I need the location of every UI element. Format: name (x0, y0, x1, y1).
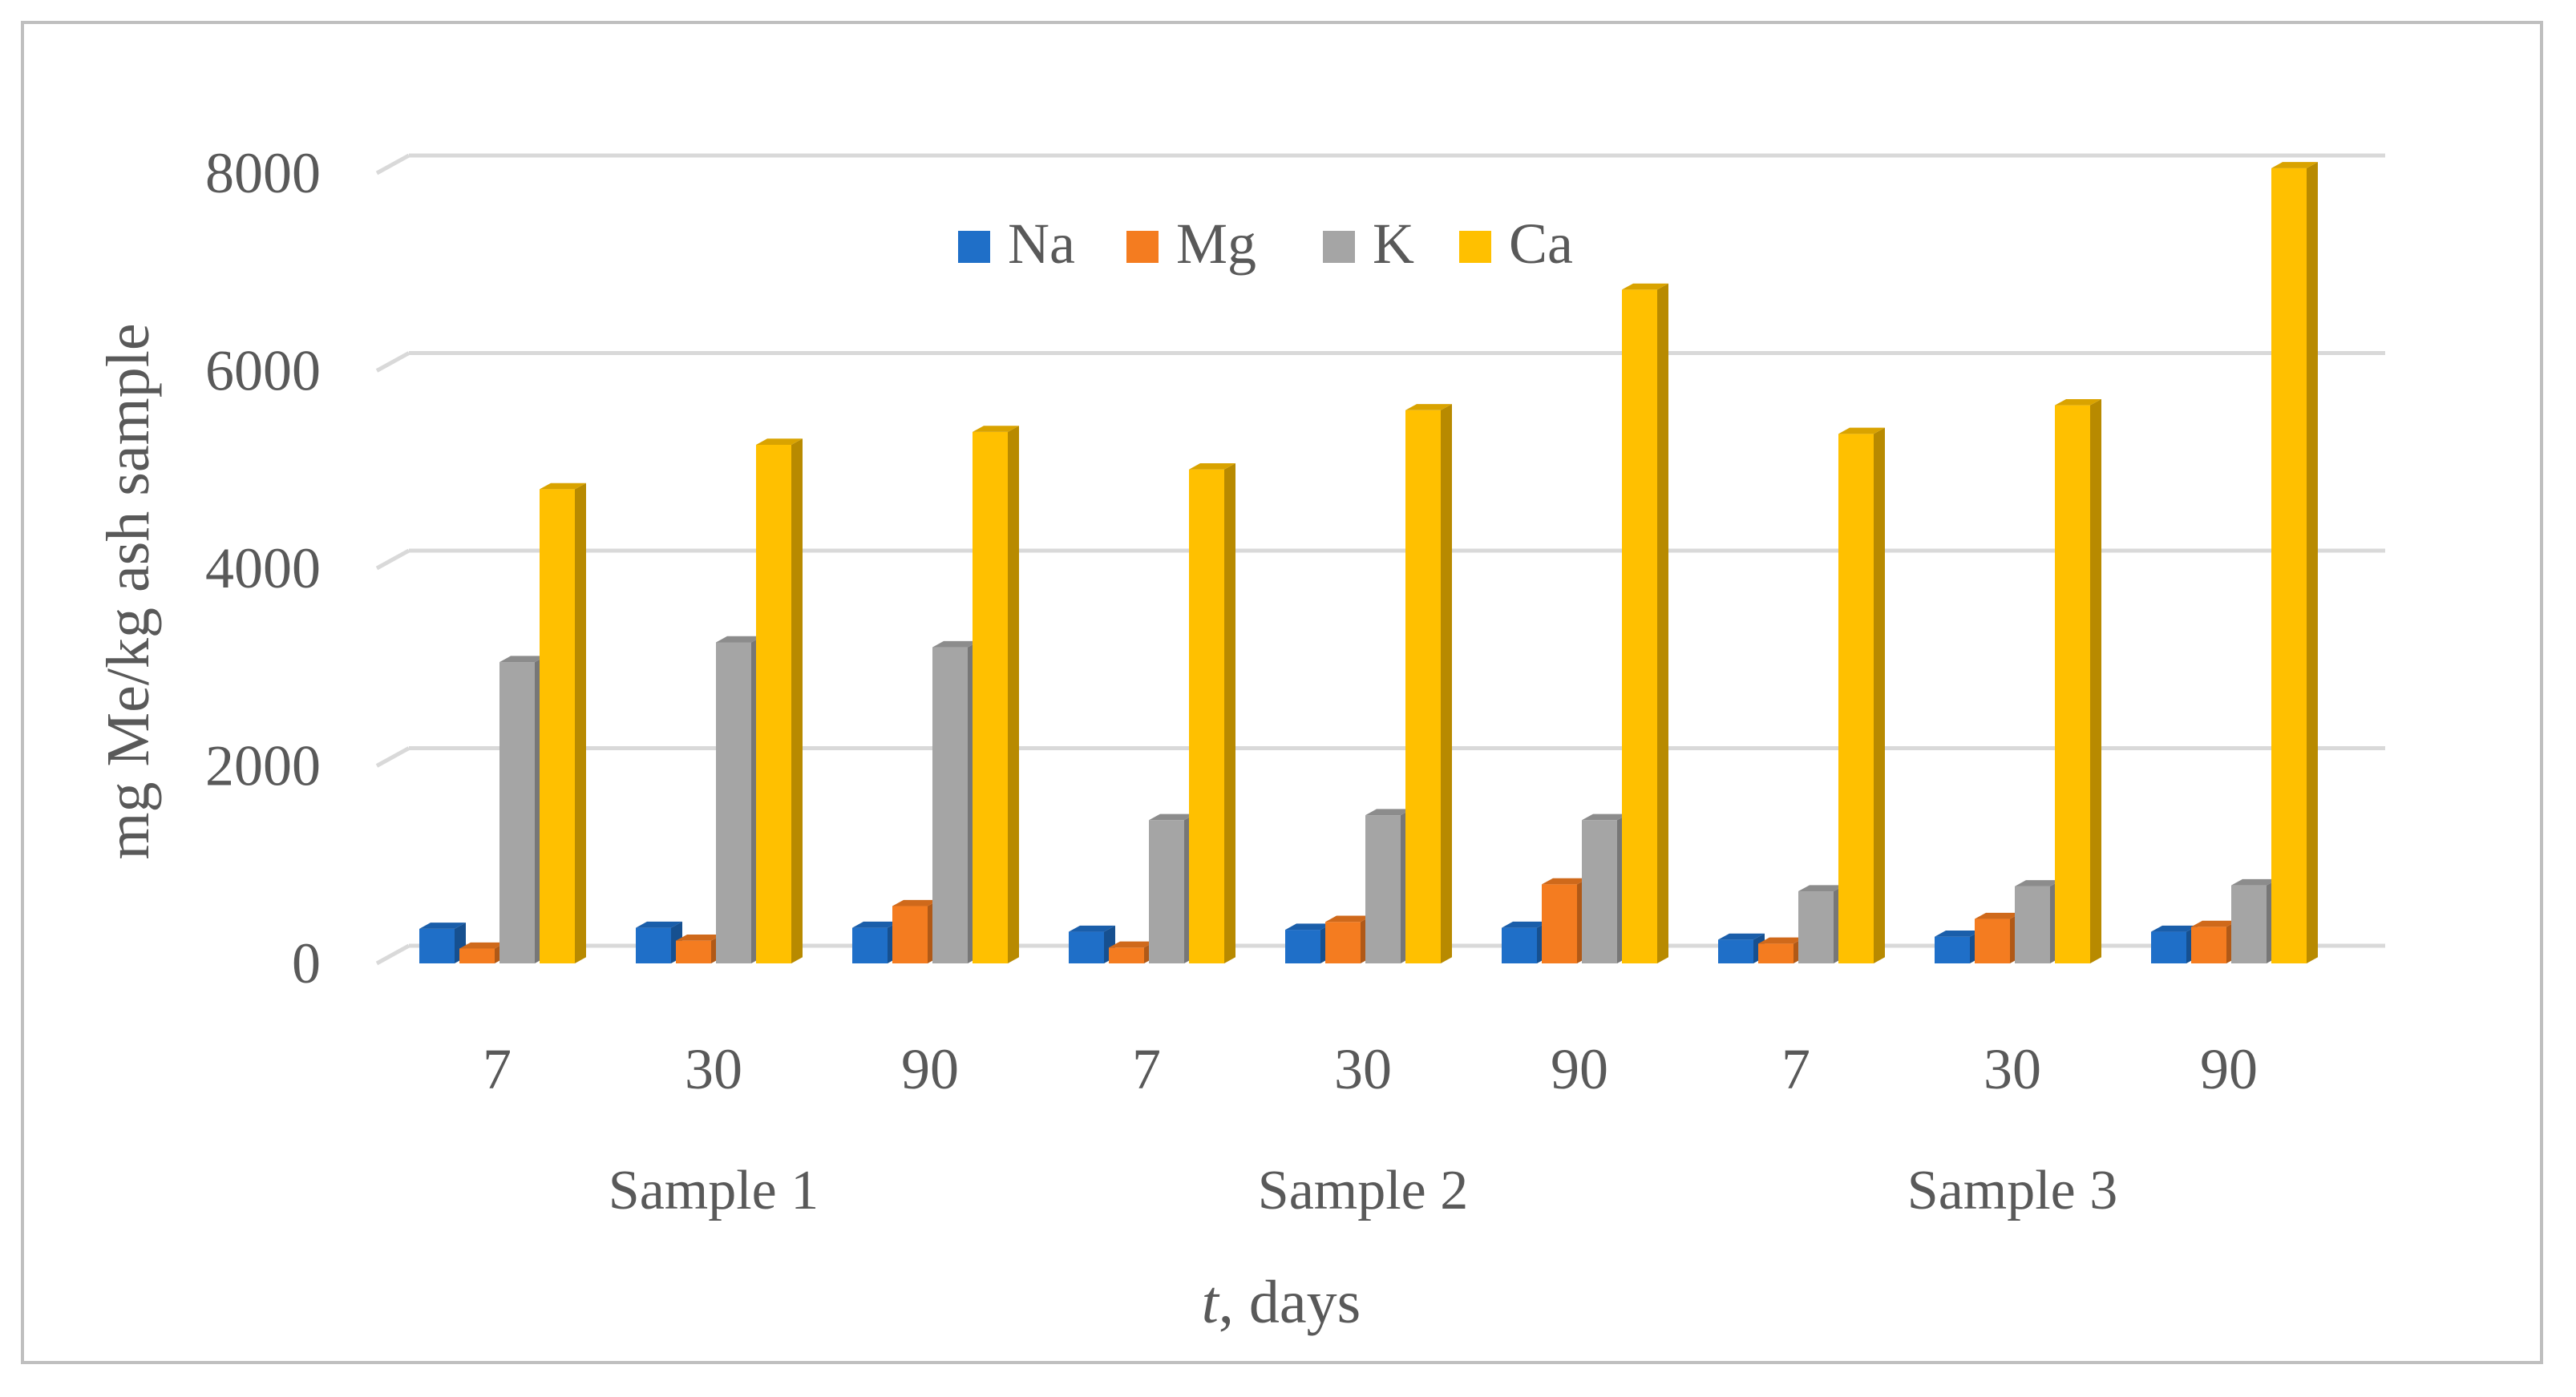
bar-k (499, 656, 546, 963)
y-tick-label: 6000 (205, 339, 321, 403)
legend-item-na: Na (958, 212, 1075, 276)
category-label: 90 (901, 1037, 959, 1101)
legend-swatch (958, 231, 990, 263)
bar-mg (676, 934, 722, 963)
bar-mg (1109, 941, 1155, 963)
bar-ca (2271, 162, 2318, 963)
legend-swatch (1459, 231, 1491, 263)
category-label: 7 (483, 1037, 512, 1101)
bar-k (1798, 885, 1845, 963)
category-label: 30 (685, 1037, 742, 1101)
group-label: Sample 2 (1258, 1160, 1468, 1221)
bar-na (2151, 925, 2198, 963)
bar-na (1502, 921, 1548, 963)
y-tick-label: 4000 (205, 536, 321, 600)
y-tick-label: 8000 (205, 141, 321, 205)
bar-na (852, 921, 899, 963)
bar-mg (1325, 915, 1372, 963)
y-tick-labels: 0 2000 4000 6000 8000 (205, 141, 321, 995)
bar-mg (459, 942, 506, 963)
bar-ca (2055, 398, 2101, 963)
category-label: 7 (1132, 1037, 1161, 1101)
bar-ca (756, 438, 803, 963)
gridline-side (375, 351, 410, 373)
legend-label: Ca (1509, 212, 1573, 276)
bar-k (2231, 878, 2278, 963)
category-label: 30 (1334, 1037, 1392, 1101)
bar-k (1149, 814, 1195, 963)
bar-ca (540, 482, 586, 963)
category-labels: 7 30 90 7 30 90 7 30 90 (483, 1037, 2258, 1101)
group-label: Sample 1 (609, 1160, 819, 1221)
legend-label: K (1373, 212, 1414, 276)
legend-swatch (1126, 231, 1159, 263)
bar-na (1285, 923, 1332, 963)
y-tick-label: 0 (292, 931, 321, 995)
legend-swatch (1323, 231, 1355, 263)
x-axis-title: t, days (1202, 1269, 1361, 1336)
bar-ca (1405, 404, 1452, 964)
bar-ca (1622, 283, 1668, 963)
legend-item-ca: Ca (1459, 212, 1573, 276)
x-axis-title-italic: t (1202, 1269, 1220, 1336)
bar-k (1582, 814, 1628, 963)
gridline-side (375, 746, 410, 768)
legend-item-mg: Mg (1126, 212, 1256, 276)
bar-na (636, 921, 682, 963)
chart-frame: 0 2000 4000 6000 8000 7 30 90 7 30 90 7 30 90 Sample… (21, 21, 2543, 1364)
legend-item-k: K (1323, 212, 1414, 276)
bar-na (1069, 925, 1115, 963)
bar-ca (1189, 463, 1235, 963)
gridline-side (375, 153, 410, 176)
legend-label: Na (1008, 212, 1075, 276)
bar-k (932, 640, 979, 963)
category-label: 7 (1781, 1037, 1810, 1101)
bar-na (1935, 931, 1981, 963)
gridline-side (375, 548, 410, 571)
category-label: 90 (2200, 1037, 2258, 1101)
bar-mg (2191, 920, 2238, 963)
bar-na (1718, 933, 1765, 963)
bar-mg (892, 899, 939, 963)
bar-ca (973, 426, 1019, 963)
bar-mg (1758, 937, 1805, 963)
group-label: Sample 3 (1907, 1160, 2117, 1221)
category-label: 30 (1984, 1037, 2041, 1101)
bar-mg (1975, 912, 2021, 963)
chart-svg: 0 2000 4000 6000 8000 7 30 90 7 30 90 7 30 90 Sample… (95, 141, 2385, 1336)
legend: Na Mg K Ca (958, 212, 1573, 276)
bar-k (1365, 809, 1412, 963)
bars (419, 162, 2318, 964)
x-axis-title-rest: , days (1219, 1269, 1361, 1336)
bar-k (2015, 880, 2061, 963)
category-label: 90 (1551, 1037, 1608, 1101)
group-labels: Sample 1 Sample 2 Sample 3 (609, 1160, 2117, 1221)
gridline-side (375, 943, 410, 966)
bar-na (419, 923, 466, 963)
y-axis-title: mg Me/kg ash sample (95, 323, 162, 859)
y-tick-label: 2000 (205, 734, 321, 798)
bar-ca (1838, 427, 1885, 963)
legend-label: Mg (1176, 212, 1256, 276)
bar-k (716, 636, 762, 963)
bar-mg (1542, 878, 1588, 963)
